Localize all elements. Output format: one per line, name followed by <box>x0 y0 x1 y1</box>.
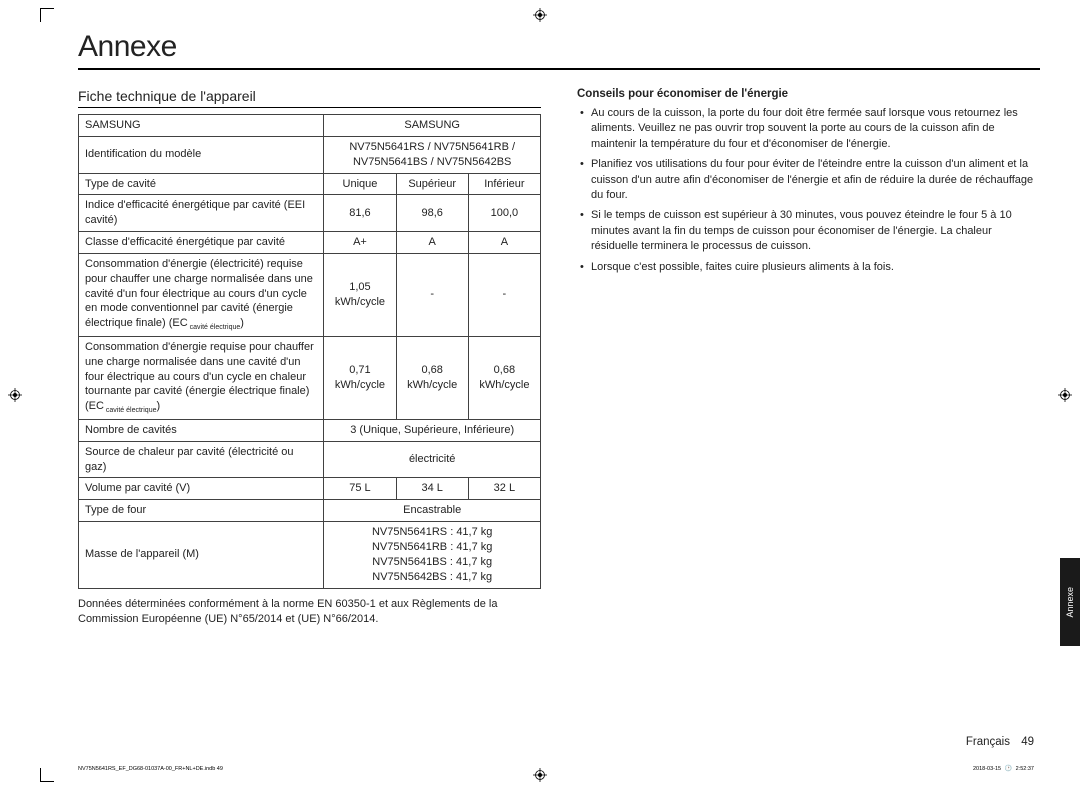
cell-value: A <box>396 232 468 254</box>
cell-label: SAMSUNG <box>79 115 324 137</box>
page-content: Annexe Fiche technique de l'appareil SAM… <box>78 30 1040 760</box>
cell-label: Volume par cavité (V) <box>79 478 324 500</box>
table-row: Masse de l'appareil (M) NV75N5641RS : 41… <box>79 522 541 588</box>
registration-mark-top <box>533 8 547 22</box>
cell-value: Inférieur <box>468 173 540 195</box>
tip-item: Lorsque c'est possible, faites cuire plu… <box>577 260 1040 275</box>
mass-line: NV75N5641BS : 41,7 kg <box>330 555 534 570</box>
cell-value: 3 (Unique, Supérieure, Inférieure) <box>324 419 541 441</box>
thumb-tab-label: Annexe <box>1065 587 1075 618</box>
registration-mark-left <box>8 388 22 402</box>
label-main: Consommation d'énergie requise pour chau… <box>85 341 314 412</box>
footer-page-number: 49 <box>1021 736 1034 748</box>
clock-icon: 🕑 <box>1005 766 1012 772</box>
table-row: Type de cavitéUniqueSupérieurInférieur <box>79 173 541 195</box>
mass-line: NV75N5641RS : 41,7 kg <box>330 525 534 540</box>
cell-value: 0,68 kWh/cycle <box>468 336 540 419</box>
crop-mark-bl <box>40 768 54 782</box>
cell-value: 100,0 <box>468 195 540 232</box>
cell-label: Nombre de cavités <box>79 419 324 441</box>
table-row: Consommation d'énergie (électricité) req… <box>79 253 541 336</box>
mass-line: NV75N5642BS : 41,7 kg <box>330 570 534 585</box>
cell-value: NV75N5641RS / NV75N5641RB / NV75N5641BS … <box>324 136 541 173</box>
cell-value: 34 L <box>396 478 468 500</box>
cell-value: 98,6 <box>396 195 468 232</box>
label-sub: cavité électrique <box>188 324 241 331</box>
cell-label: Indice d'efficacité énergétique par cavi… <box>79 195 324 232</box>
cell-value: - <box>468 253 540 336</box>
table-row: Volume par cavité (V)75 L34 L32 L <box>79 478 541 500</box>
page-footer: Français 49 <box>966 736 1034 748</box>
table-row: Identification du modèleNV75N5641RS / NV… <box>79 136 541 173</box>
cell-value: 75 L <box>324 478 396 500</box>
table-row: SAMSUNGSAMSUNG <box>79 115 541 137</box>
table-row: Consommation d'énergie requise pour chau… <box>79 336 541 419</box>
tip-item: Au cours de la cuisson, la porte du four… <box>577 106 1040 152</box>
slug-line-right: 2018-03-15 🕑 2:52:37 <box>973 765 1034 772</box>
label-close: ) <box>156 400 160 412</box>
tips-list: Au cours de la cuisson, la porte du four… <box>577 106 1040 275</box>
tips-heading: Conseils pour économiser de l'énergie <box>577 88 1040 100</box>
registration-mark-bottom <box>533 768 547 782</box>
cell-label: Consommation d'énergie (électricité) req… <box>79 253 324 336</box>
registration-mark-right <box>1058 388 1072 402</box>
cell-value: 1,05 kWh/cycle <box>324 253 396 336</box>
footer-lang: Français <box>966 736 1010 748</box>
crop-mark-tl <box>40 8 54 22</box>
slug-time: 2:52:37 <box>1016 766 1034 772</box>
spec-table: SAMSUNGSAMSUNG Identification du modèleN… <box>78 114 541 589</box>
cell-value: Encastrable <box>324 500 541 522</box>
cell-value: 81,6 <box>324 195 396 232</box>
table-row: Classe d'efficacité énergétique par cavi… <box>79 232 541 254</box>
compliance-note: Données déterminées conformément à la no… <box>78 597 541 628</box>
cell-label: Classe d'efficacité énergétique par cavi… <box>79 232 324 254</box>
table-row: Type de fourEncastrable <box>79 500 541 522</box>
label-sub: cavité électrique <box>104 407 157 414</box>
cell-value: 0,71 kWh/cycle <box>324 336 396 419</box>
cell-label: Masse de l'appareil (M) <box>79 522 324 588</box>
cell-value: SAMSUNG <box>324 115 541 137</box>
slug-date: 2018-03-15 <box>973 766 1001 772</box>
label-close: ) <box>240 317 244 329</box>
cell-label: Identification du modèle <box>79 136 324 173</box>
cell-value: - <box>396 253 468 336</box>
tip-item: Planifiez vos utilisations du four pour … <box>577 157 1040 203</box>
slug-line-left: NV75N5641RS_EF_DG68-01037A-00_FR+NL+DE.i… <box>78 766 223 772</box>
table-row: Source de chaleur par cavité (électricit… <box>79 441 541 478</box>
tip-item: Si le temps de cuisson est supérieur à 3… <box>577 208 1040 254</box>
cell-label: Type de cavité <box>79 173 324 195</box>
cell-value: 32 L <box>468 478 540 500</box>
cell-value: NV75N5641RS : 41,7 kg NV75N5641RB : 41,7… <box>324 522 541 588</box>
mass-line: NV75N5641RB : 41,7 kg <box>330 540 534 555</box>
table-row: Nombre de cavités3 (Unique, Supérieure, … <box>79 419 541 441</box>
cell-value: A+ <box>324 232 396 254</box>
cell-value: A <box>468 232 540 254</box>
thumb-tab: Annexe <box>1060 558 1080 646</box>
cell-value: électricité <box>324 441 541 478</box>
table-row: Indice d'efficacité énergétique par cavi… <box>79 195 541 232</box>
cell-value: Unique <box>324 173 396 195</box>
label-main: Consommation d'énergie (électricité) req… <box>85 258 313 329</box>
cell-value: 0,68 kWh/cycle <box>396 336 468 419</box>
cell-label: Consommation d'énergie requise pour chau… <box>79 336 324 419</box>
cell-label: Source de chaleur par cavité (électricit… <box>79 441 324 478</box>
left-column: Fiche technique de l'appareil SAMSUNGSAM… <box>78 88 541 627</box>
right-column: Conseils pour économiser de l'énergie Au… <box>577 88 1040 627</box>
cell-value: Supérieur <box>396 173 468 195</box>
cell-label: Type de four <box>79 500 324 522</box>
page-title: Annexe <box>78 30 1040 70</box>
section-heading-spec: Fiche technique de l'appareil <box>78 88 541 108</box>
